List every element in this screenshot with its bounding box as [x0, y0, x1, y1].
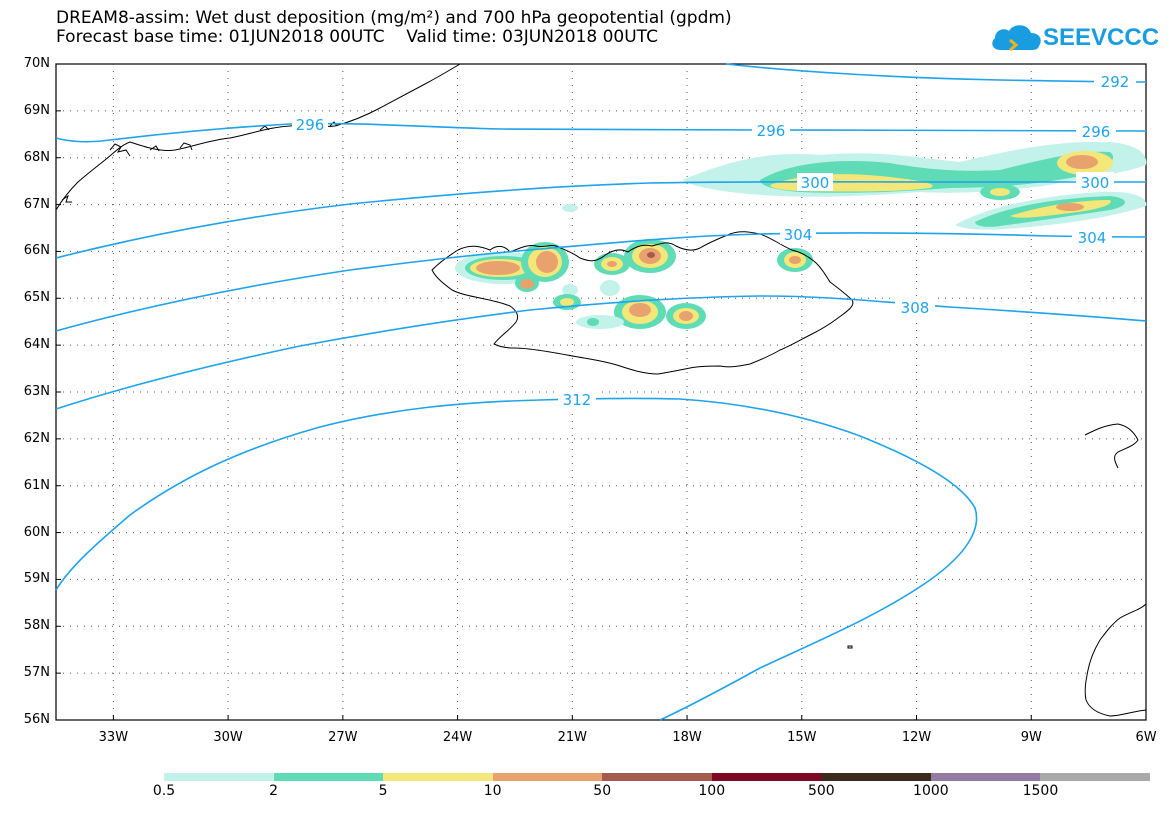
- colorbar-label: 1500: [1022, 783, 1059, 799]
- dust-patch: [520, 279, 534, 289]
- contour-label: 308: [901, 299, 930, 317]
- seevccc-logo: SEEVCCC: [1043, 24, 1160, 51]
- dust-patch: [607, 261, 617, 267]
- dust-patch: [560, 298, 574, 306]
- contour-label: 300: [1081, 174, 1110, 192]
- lon-label: 6W: [1135, 730, 1157, 745]
- dust-patch: [789, 256, 801, 264]
- lat-label: 63N: [23, 384, 50, 399]
- contour-label: 296: [1082, 123, 1111, 141]
- lon-label: 30W: [213, 730, 243, 745]
- lat-label: 70N: [23, 56, 50, 71]
- lon-label: 24W: [442, 730, 473, 745]
- lon-label: 33W: [98, 730, 129, 745]
- lat-label: 66N: [23, 243, 50, 259]
- contour-label: 292: [1101, 73, 1130, 91]
- dust-patch: [1066, 155, 1098, 169]
- lon-label: 9W: [1020, 730, 1042, 745]
- contour-308: [55, 295, 1147, 410]
- scotland-coast: [1084, 603, 1147, 717]
- lon-label: 12W: [901, 730, 932, 745]
- dust-patch: [629, 303, 651, 317]
- contour-label: 300: [801, 174, 830, 192]
- colorbar-swatch: [273, 773, 384, 781]
- colorbar-label: 0.5: [152, 783, 176, 799]
- colorbar-label: 50: [593, 783, 612, 799]
- colorbar-label: 2: [269, 783, 278, 799]
- colorbar-swatch: [711, 773, 822, 781]
- lon-label: 27W: [328, 730, 358, 745]
- colorbar-label: 100: [698, 783, 726, 799]
- lat-label: 56N: [23, 712, 50, 727]
- contour-label: 304: [1078, 229, 1107, 247]
- lat-label: 58N: [23, 618, 50, 634]
- contour-label-backgrounds: [292, 71, 1136, 410]
- dust-patch: [679, 311, 693, 321]
- colorbar-swatch: [383, 773, 494, 781]
- dust-patch: [576, 315, 624, 329]
- dust-patch: [587, 318, 599, 326]
- contour-label: 312: [563, 391, 592, 409]
- shetland-coast: [1084, 423, 1139, 469]
- dust-patch: [990, 188, 1010, 196]
- dust-patch: [647, 252, 655, 258]
- map-title: DREAM8-assim: Wet dust deposition (mg/m²…: [56, 8, 732, 28]
- greenland-coast: [55, 63, 461, 211]
- colorbar-label: 1000: [913, 783, 949, 799]
- map-subtitle: Forecast base time: 01JUN2018 00UTC Vali…: [56, 27, 658, 47]
- lat-label: 64N: [23, 337, 50, 353]
- faroe-coast: [847, 645, 853, 649]
- colorbar-label: 5: [378, 783, 388, 799]
- lon-label: 18W: [672, 730, 702, 745]
- cloud-icon: [992, 25, 1041, 52]
- colorbar-swatch: [164, 773, 275, 781]
- contour-label: 296: [757, 122, 786, 140]
- lat-label: 62N: [23, 430, 50, 446]
- colorbar-swatch: [492, 773, 603, 781]
- contour-label: 304: [784, 226, 813, 244]
- dust-patch: [562, 284, 578, 296]
- colorbar-swatch: [602, 773, 713, 781]
- colorbar-swatch: [821, 773, 932, 781]
- lon-label: 21W: [557, 730, 588, 745]
- lat-label: 67N: [23, 196, 50, 212]
- colorbar-label: 500: [807, 783, 835, 799]
- dust-patch: [536, 251, 558, 273]
- graticule: [56, 63, 1147, 721]
- lat-label: 57N: [23, 665, 50, 681]
- colorbar-swatch: [1040, 773, 1151, 781]
- contour-296: [55, 122, 1147, 143]
- colorbar-label: 10: [483, 783, 502, 799]
- contour-label: 296: [296, 116, 325, 134]
- colorbar-swatch: [930, 773, 1041, 781]
- lat-label: 69N: [23, 102, 50, 118]
- lat-label: 59N: [23, 571, 50, 587]
- lon-label: 15W: [787, 730, 817, 745]
- lat-label: 60N: [23, 524, 50, 540]
- lat-label: 65N: [23, 290, 50, 306]
- contour-300: [55, 180, 1147, 259]
- dust-patch: [1056, 203, 1084, 211]
- dust-patch: [562, 204, 578, 212]
- contour-292: [725, 63, 1147, 83]
- dust-patch: [476, 261, 520, 275]
- contour-312: [55, 397, 978, 721]
- contour-304: [55, 232, 1147, 332]
- lat-label: 61N: [23, 477, 50, 493]
- lat-label: 68N: [23, 149, 50, 165]
- dust-patch: [600, 280, 620, 296]
